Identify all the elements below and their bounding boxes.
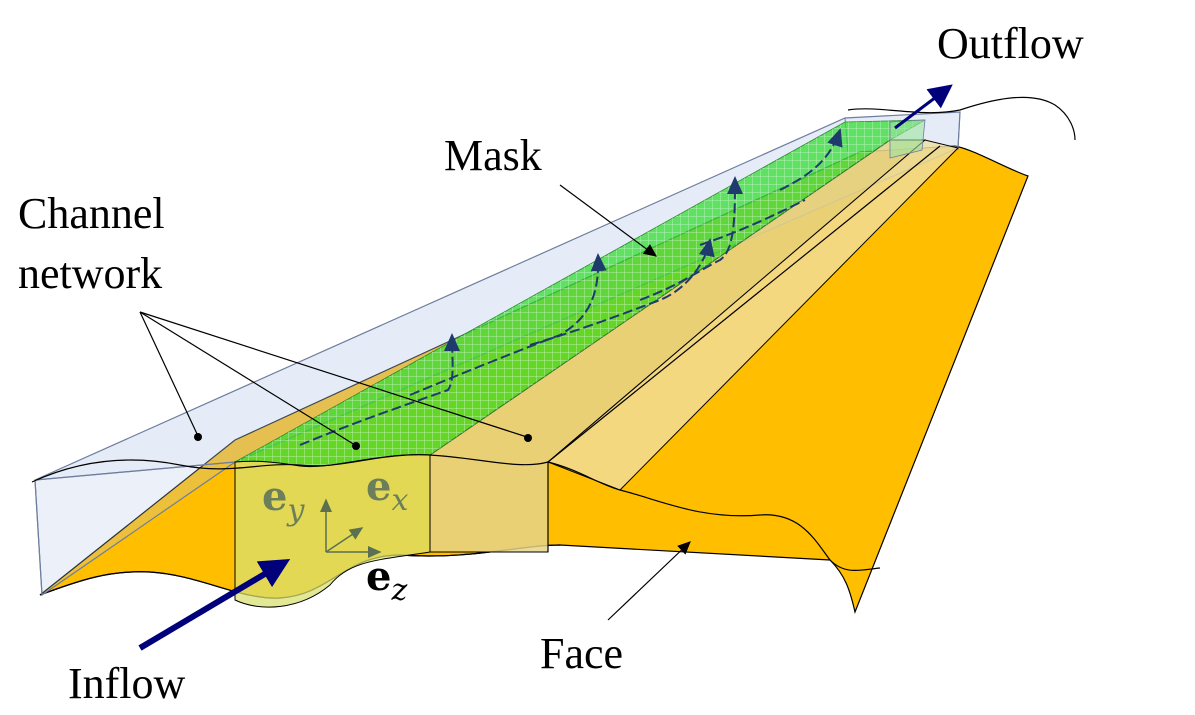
outflow-curve: [847, 96, 1076, 141]
ex-sub: x: [391, 483, 408, 518]
outflow-end-cell: [889, 119, 926, 159]
inflow-arrow: [138, 558, 291, 651]
label-ey: ey: [262, 473, 305, 528]
leader-channel-b: [139, 311, 356, 446]
label-inflow: Inflow: [68, 659, 186, 708]
ez-base: e: [366, 553, 391, 600]
streamline-5: [699, 199, 806, 246]
leader-dot-a: [194, 433, 202, 441]
strip-long-edge: [547, 145, 941, 463]
leader-mask: [559, 184, 657, 257]
leader-face: [607, 541, 691, 621]
streamline-6: [779, 128, 843, 191]
leader-channel-a: [139, 311, 199, 437]
channel-cross-curve: [31, 454, 881, 571]
leader-dot-b: [352, 442, 360, 450]
axis-ex: [325, 527, 364, 553]
mask-grid: [235, 120, 925, 467]
label-channel-line1: Channel: [18, 189, 165, 238]
ez-sub: z: [390, 573, 407, 608]
streamline-4: [639, 176, 743, 301]
local-axes: [320, 498, 382, 558]
label-channel-line2: network: [18, 249, 162, 298]
channel-box-left-edge: [34, 479, 43, 596]
leader-dot-c: [524, 434, 532, 442]
label-outflow: Outflow: [937, 19, 1084, 68]
ey-sub: y: [285, 493, 305, 528]
label-face: Face: [540, 629, 623, 678]
label-ez: ez: [366, 553, 407, 608]
leader-lines: [139, 184, 691, 621]
channel-box-right-edge: [957, 111, 961, 151]
leader-channel-c: [139, 311, 528, 438]
streamlines: [299, 128, 843, 446]
label-mask: Mask: [444, 131, 542, 180]
ey-base: e: [262, 473, 287, 520]
streamline-1: [299, 333, 461, 446]
ex-base: e: [366, 463, 391, 510]
label-ex: ex: [366, 463, 408, 518]
streamline-2: [409, 253, 607, 396]
outflow-arrow: [894, 84, 953, 130]
